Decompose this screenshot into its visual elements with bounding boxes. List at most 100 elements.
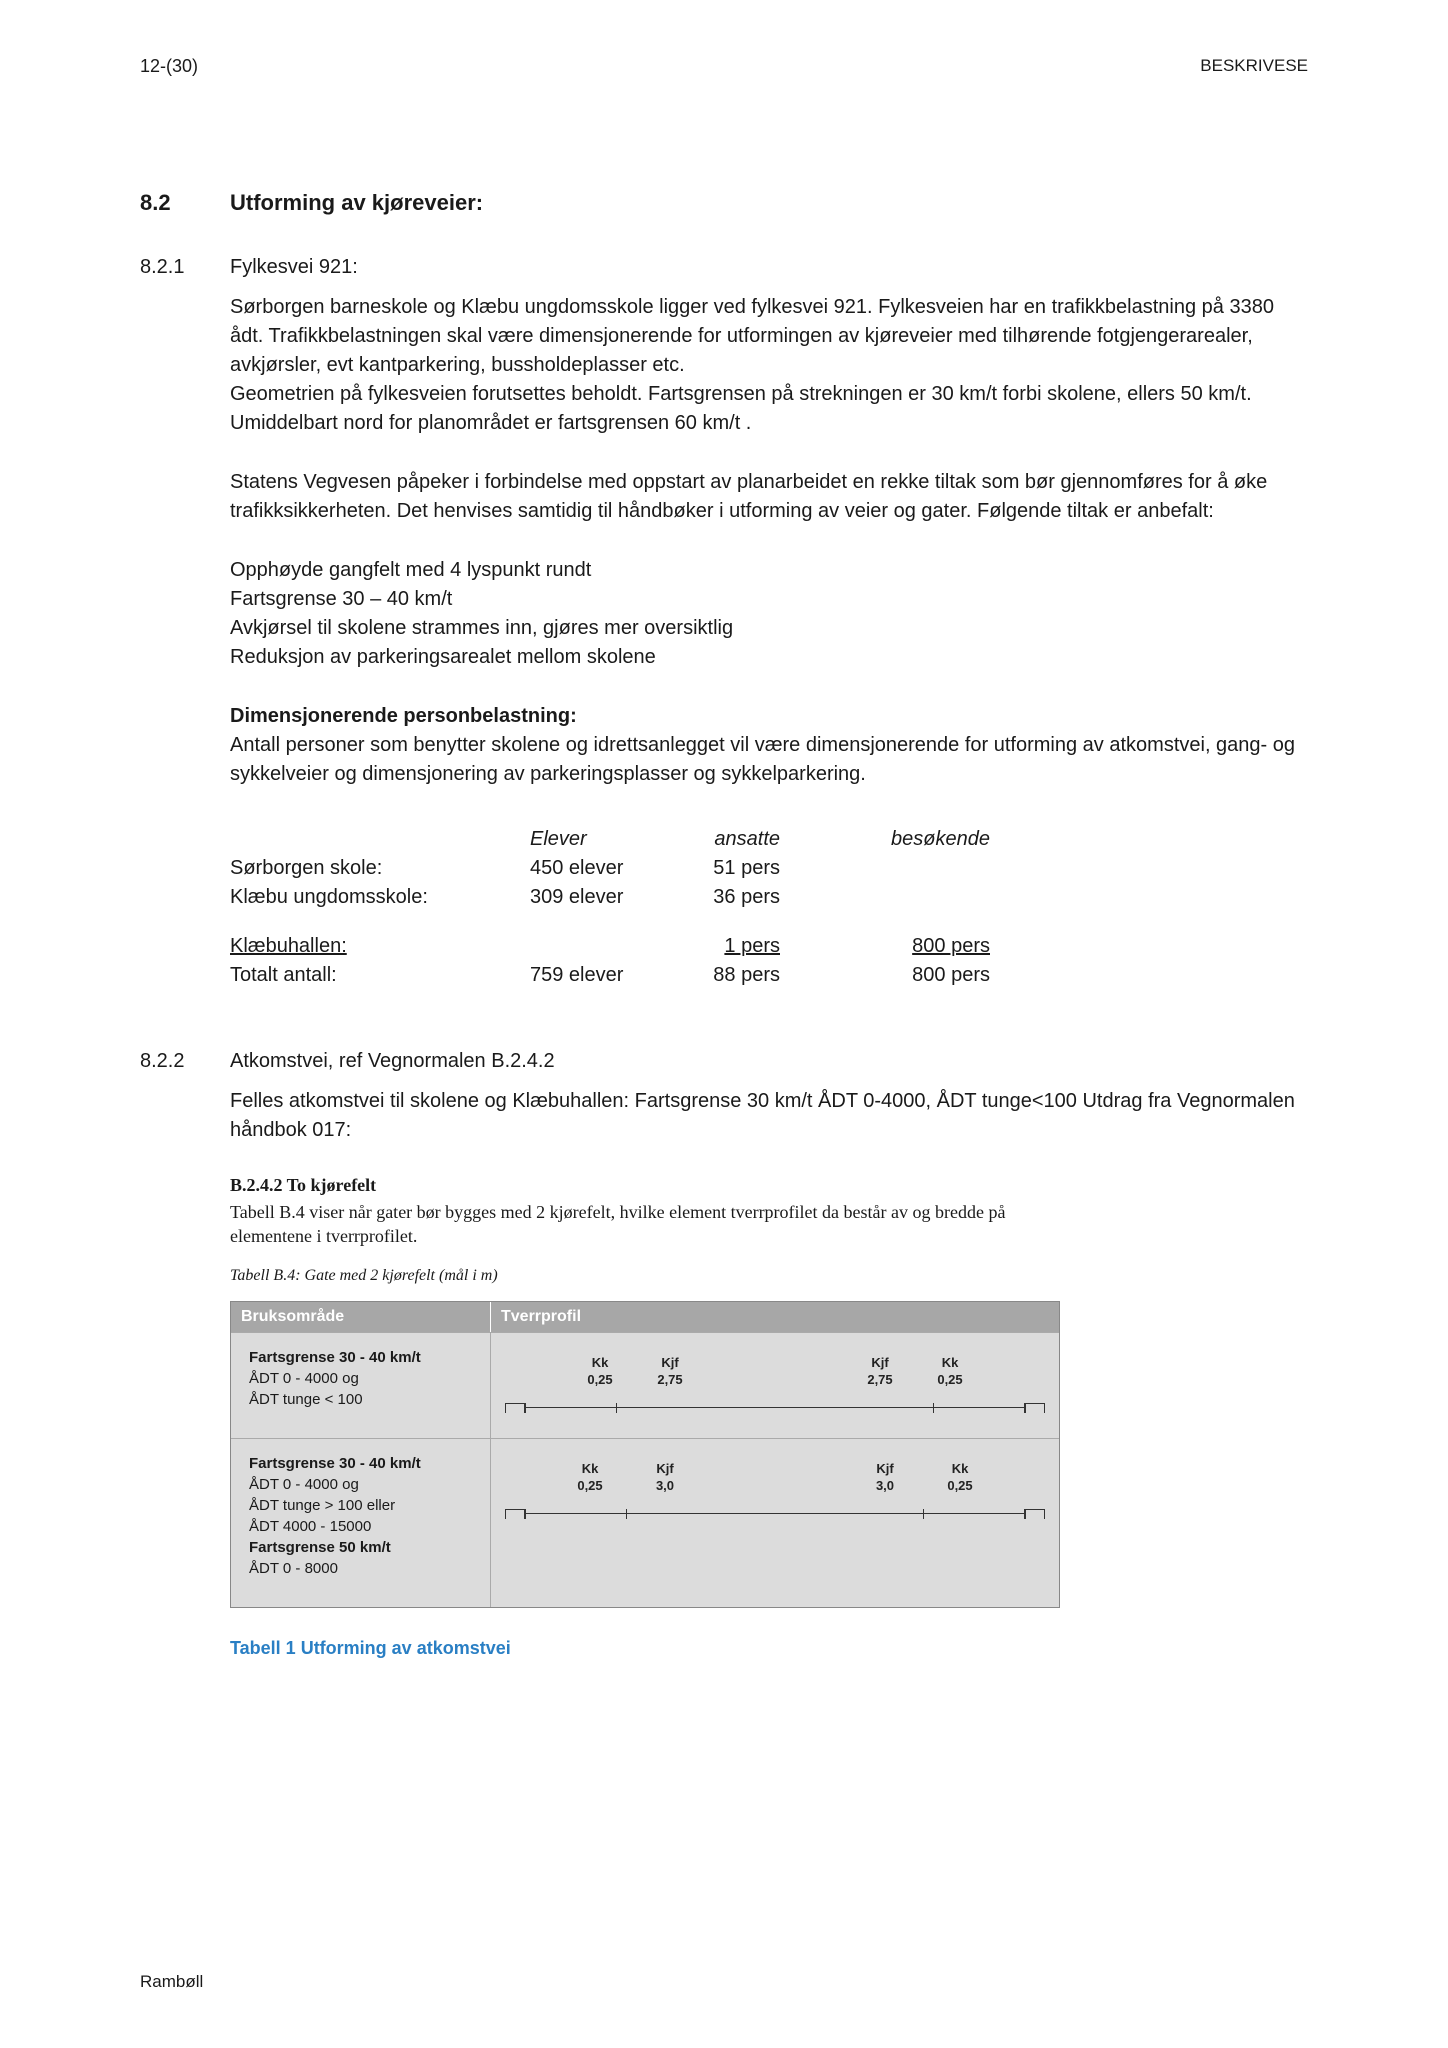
text: Fartsgrense 30 - 40 km/t <box>249 1455 421 1472</box>
cross-section-profile: Kk 0,25 Kjf 2,75 Kjf 2,75 Kk 0,25 <box>505 1355 1045 1387</box>
cell: 800 pers <box>840 961 990 990</box>
cell: Klæbu ungdomsskole: <box>230 883 530 912</box>
text: Antall personer som benytter skolene og … <box>230 734 1295 785</box>
text: ÅDT 0 - 4000 og <box>249 1476 359 1493</box>
subsection-number: 8.2.1 <box>140 256 230 279</box>
figure-caption: Tabell 1 Utforming av atkomstvei <box>230 1638 1308 1659</box>
col-header: besøkende <box>840 825 990 854</box>
cell: 309 elever <box>530 883 690 912</box>
seg-label: Kjf <box>625 1355 715 1370</box>
list-item: Reduksjon av parkeringsarealet mellom sk… <box>230 646 656 668</box>
table-row: Sørborgen skole: 450 elever 51 pers <box>230 854 1308 883</box>
cell-left: Fartsgrense 30 - 40 km/t ÅDT 0 - 4000 og… <box>231 1439 491 1607</box>
spacer-row <box>230 912 1308 932</box>
cell <box>840 883 990 912</box>
cell: Totalt antall: <box>230 961 530 990</box>
cell: 51 pers <box>690 854 840 883</box>
table-total-row: Totalt antall: 759 elever 88 pers 800 pe… <box>230 961 1308 990</box>
seg-value: 2,75 <box>835 1372 925 1387</box>
tverrprofil-table: Bruksområde Tverrprofil Fartsgrense 30 -… <box>230 1301 1060 1608</box>
section-heading: 8.2 Utforming av kjøreveier: <box>140 190 1308 216</box>
text: ÅDT tunge > 100 eller <box>249 1497 395 1514</box>
body: Felles atkomstvei til skolene og Klæbuha… <box>230 1087 1308 1145</box>
dim-heading: Dimensjonerende personbelastning: Antall… <box>230 702 1308 789</box>
paragraph: Felles atkomstvei til skolene og Klæbuha… <box>230 1087 1308 1145</box>
cell: Klæbuhallen: <box>230 932 530 961</box>
road-cross-section-icon <box>505 1507 1045 1521</box>
cell: 1 pers <box>690 932 840 961</box>
seg-label: Kk <box>565 1461 615 1476</box>
seg-label: Kjf <box>615 1461 715 1476</box>
text: Geometrien på fylkesveien forutsettes be… <box>230 383 1252 434</box>
excerpt-text: Tabell B.4 viser når gater bør bygges me… <box>230 1200 1030 1249</box>
subsection-heading: 8.2.1 Fylkesvei 921: <box>140 256 1308 279</box>
road-cross-section-icon <box>505 1401 1045 1415</box>
text: Fartsgrense 50 km/t <box>249 1539 391 1556</box>
seg-label: Kjf <box>835 1461 935 1476</box>
col-header <box>230 825 530 854</box>
seg-label: Kjf <box>835 1355 925 1370</box>
section-number: 8.2 <box>140 190 230 216</box>
cell: 759 elever <box>530 961 690 990</box>
seg-label: Kk <box>575 1355 625 1370</box>
cross-section-profile: Kk 0,25 Kjf 3,0 Kjf 3,0 Kk 0,25 <box>505 1461 1045 1493</box>
header-page-number: 12-(30) <box>140 56 198 77</box>
seg-value: 3,0 <box>615 1478 715 1493</box>
cell: 450 elever <box>530 854 690 883</box>
text: ÅDT 4000 - 15000 <box>249 1518 371 1535</box>
seg-value: 0,25 <box>575 1372 625 1387</box>
col-header: Elever <box>530 825 690 854</box>
text: ÅDT 0 - 4000 og <box>249 1370 359 1387</box>
text: Sørborgen barneskole og Klæbu ungdomssko… <box>230 296 1274 376</box>
excerpt-table-caption: Tabell B.4: Gate med 2 kjørefelt (mål i … <box>230 1267 1308 1285</box>
table-row: Fartsgrense 30 - 40 km/t ÅDT 0 - 4000 og… <box>231 1332 1059 1438</box>
seg-value: 3,0 <box>835 1478 935 1493</box>
bullet-list: Opphøyde gangfelt med 4 lyspunkt rundt F… <box>230 556 1308 672</box>
paragraph: Statens Vegvesen påpeker i forbindelse m… <box>230 468 1308 526</box>
text: ÅDT tunge < 100 <box>249 1391 363 1408</box>
cell-left: Fartsgrense 30 - 40 km/t ÅDT 0 - 4000 og… <box>231 1333 491 1438</box>
footer-left: Rambøll <box>140 1972 203 1992</box>
cell: 800 pers <box>840 932 990 961</box>
table-row: Klæbu ungdomsskole: 309 elever 36 pers <box>230 883 1308 912</box>
seg-value: 0,25 <box>925 1372 975 1387</box>
col-header: Bruksområde <box>231 1302 491 1332</box>
subsection-heading: 8.2.2 Atkomstvei, ref Vegnormalen B.2.4.… <box>140 1050 1308 1073</box>
seg-label: Kk <box>925 1355 975 1370</box>
table-row: Fartsgrense 30 - 40 km/t ÅDT 0 - 4000 og… <box>231 1438 1059 1607</box>
table-header-row: Bruksområde Tverrprofil <box>231 1302 1059 1332</box>
page: 12-(30) BESKRIVESE Rambøll 8.2 Utforming… <box>0 0 1448 2048</box>
table-row: Klæbuhallen: 1 pers 800 pers <box>230 932 1308 961</box>
col-header: Tverrprofil <box>491 1302 1059 1332</box>
paragraph: Sørborgen barneskole og Klæbu ungdomssko… <box>230 293 1308 438</box>
table-header-row: Elever ansatte besøkende <box>230 825 1308 854</box>
cell-right: Kk 0,25 Kjf 3,0 Kjf 3,0 Kk 0,25 <box>491 1439 1059 1607</box>
col-header: ansatte <box>690 825 840 854</box>
cell: 36 pers <box>690 883 840 912</box>
header-title: BESKRIVESE <box>1200 56 1308 76</box>
section-title: Utforming av kjøreveier: <box>230 190 483 216</box>
list-item: Fartsgrense 30 – 40 km/t <box>230 588 452 610</box>
subsection-title: Atkomstvei, ref Vegnormalen B.2.4.2 <box>230 1050 555 1073</box>
person-load-table: Elever ansatte besøkende Sørborgen skole… <box>230 825 1308 990</box>
text: ÅDT 0 - 8000 <box>249 1560 338 1577</box>
cell-right: Kk 0,25 Kjf 2,75 Kjf 2,75 Kk 0,25 <box>491 1333 1059 1438</box>
cell <box>840 854 990 883</box>
cell: 88 pers <box>690 961 840 990</box>
seg-value: 0,25 <box>935 1478 985 1493</box>
seg-value: 2,75 <box>625 1372 715 1387</box>
seg-label: Kk <box>935 1461 985 1476</box>
cell: Sørborgen skole: <box>230 854 530 883</box>
cell <box>530 932 690 961</box>
list-item: Opphøyde gangfelt med 4 lyspunkt rundt <box>230 559 591 581</box>
list-item: Avkjørsel til skolene strammes inn, gjør… <box>230 617 733 639</box>
content: 8.2 Utforming av kjøreveier: 8.2.1 Fylke… <box>140 190 1308 1659</box>
excerpt-heading: B.2.4.2 To kjørefelt <box>230 1175 1308 1196</box>
seg-value: 0,25 <box>565 1478 615 1493</box>
text: Dimensjonerende personbelastning: <box>230 705 577 727</box>
subsection-number: 8.2.2 <box>140 1050 230 1073</box>
handbook-excerpt: B.2.4.2 To kjørefelt Tabell B.4 viser nå… <box>230 1175 1308 1608</box>
text: Fartsgrense 30 - 40 km/t <box>249 1349 421 1366</box>
subsection-title: Fylkesvei 921: <box>230 256 358 279</box>
body: Sørborgen barneskole og Klæbu ungdomssko… <box>230 293 1308 990</box>
